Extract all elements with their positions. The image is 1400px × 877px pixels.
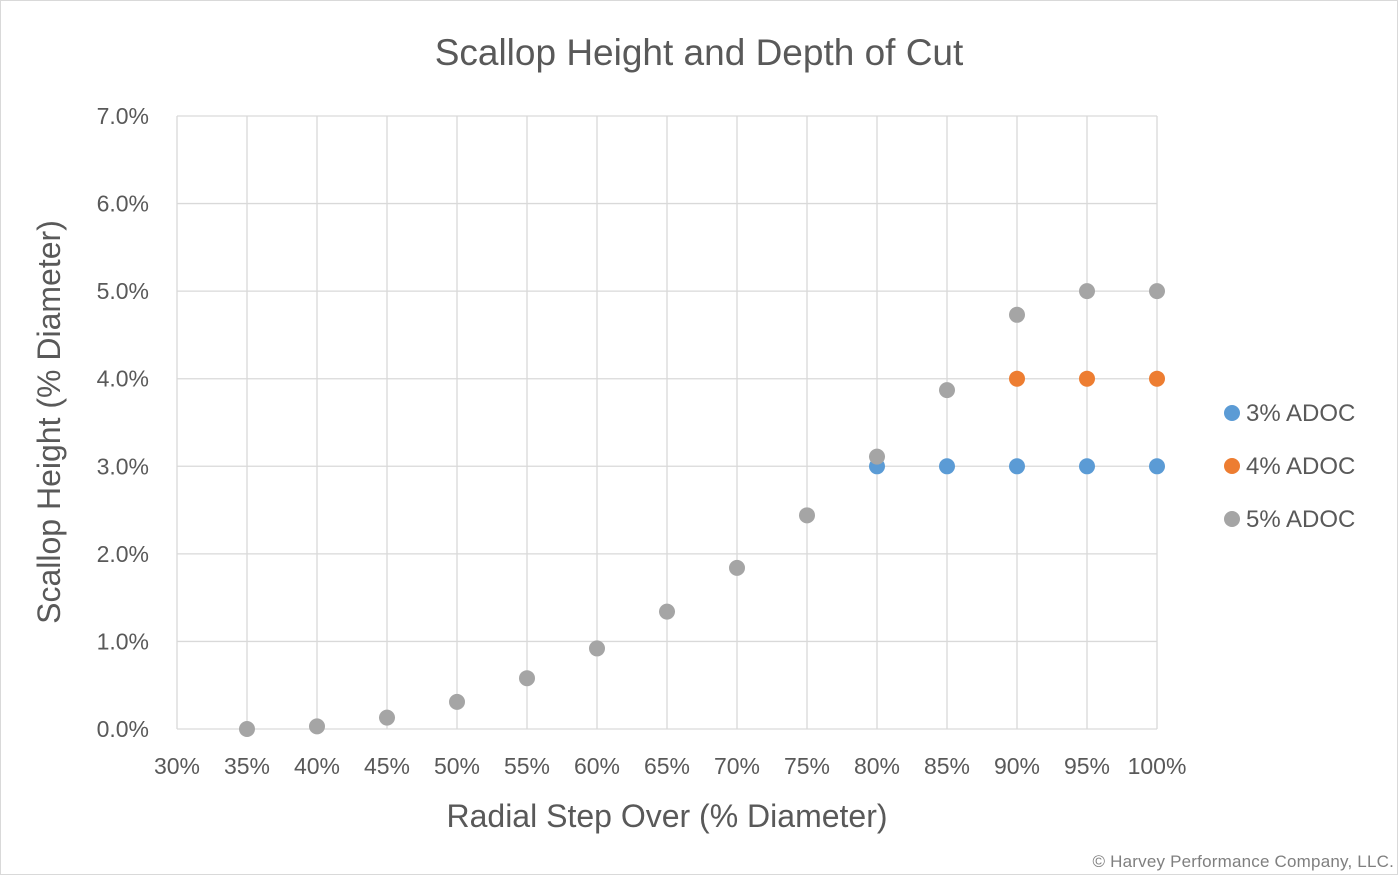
data-point xyxy=(1009,458,1025,475)
x-tick-label: 65% xyxy=(644,753,690,779)
legend-marker xyxy=(1224,458,1240,474)
y-tick-label: 2.0% xyxy=(97,541,149,567)
data-point xyxy=(869,448,885,465)
x-axis-title: Radial Step Over (% Diameter) xyxy=(446,798,887,834)
legend-item: 5% ADOC xyxy=(1224,506,1355,533)
data-point xyxy=(1079,458,1095,475)
data-point xyxy=(939,458,955,475)
data-points xyxy=(239,283,1165,737)
data-point xyxy=(379,709,395,726)
x-tick-label: 30% xyxy=(154,753,200,779)
data-point xyxy=(1149,370,1165,387)
legend: 3% ADOC 4% ADOC 5% ADOC xyxy=(1224,400,1355,533)
x-tick-label: 70% xyxy=(714,753,760,779)
legend-label: 5% ADOC xyxy=(1246,506,1355,533)
data-point xyxy=(1149,458,1165,475)
x-tick-label: 85% xyxy=(924,753,970,779)
y-axis-ticks: 0.0% 1.0% 2.0% 3.0% 4.0% 5.0% 6.0% 7.0% xyxy=(97,103,149,742)
series-5-adoc xyxy=(239,283,1165,737)
x-tick-label: 100% xyxy=(1128,753,1187,779)
x-tick-label: 45% xyxy=(364,753,410,779)
legend-label: 4% ADOC xyxy=(1246,453,1355,480)
data-point xyxy=(729,559,745,576)
copyright-notice: © Harvey Performance Company, LLC. xyxy=(1092,852,1394,871)
data-point xyxy=(1149,283,1165,300)
legend-item: 4% ADOC xyxy=(1224,453,1355,480)
data-point xyxy=(239,721,255,737)
data-point xyxy=(659,603,675,620)
x-tick-label: 50% xyxy=(434,753,480,779)
x-tick-label: 55% xyxy=(504,753,550,779)
x-tick-label: 80% xyxy=(854,753,900,779)
data-point xyxy=(1009,306,1025,323)
data-point xyxy=(449,693,465,710)
data-point xyxy=(519,670,535,687)
x-tick-label: 95% xyxy=(1064,753,1110,779)
legend-marker xyxy=(1224,511,1240,527)
grid xyxy=(176,115,1158,730)
y-tick-label: 6.0% xyxy=(97,191,149,217)
y-tick-label: 0.0% xyxy=(97,716,149,742)
y-tick-label: 3.0% xyxy=(97,453,149,479)
x-tick-label: 35% xyxy=(224,753,270,779)
chart-title: Scallop Height and Depth of Cut xyxy=(435,32,964,73)
series-4-adoc xyxy=(1009,370,1165,387)
x-tick-label: 90% xyxy=(994,753,1040,779)
data-point xyxy=(799,507,815,524)
data-point xyxy=(1079,370,1095,387)
x-tick-label: 60% xyxy=(574,753,620,779)
y-tick-label: 5.0% xyxy=(97,278,149,304)
data-point xyxy=(1079,283,1095,300)
y-tick-label: 7.0% xyxy=(97,103,149,129)
y-tick-label: 4.0% xyxy=(97,366,149,392)
y-axis-title: Scallop Height (% Diameter) xyxy=(31,220,67,624)
legend-marker xyxy=(1224,405,1240,421)
legend-label: 3% ADOC xyxy=(1246,400,1355,427)
x-tick-label: 40% xyxy=(294,753,340,779)
x-axis-ticks: 30% 35% 40% 45% 50% 55% 60% 65% 70% 75% 80% 85% 90% 9… xyxy=(154,753,1186,779)
data-point xyxy=(589,640,605,657)
data-point xyxy=(939,382,955,399)
data-point xyxy=(309,718,325,735)
legend-item: 3% ADOC xyxy=(1224,400,1355,427)
data-point xyxy=(1009,370,1025,387)
x-tick-label: 75% xyxy=(784,753,830,779)
y-tick-label: 1.0% xyxy=(97,628,149,654)
